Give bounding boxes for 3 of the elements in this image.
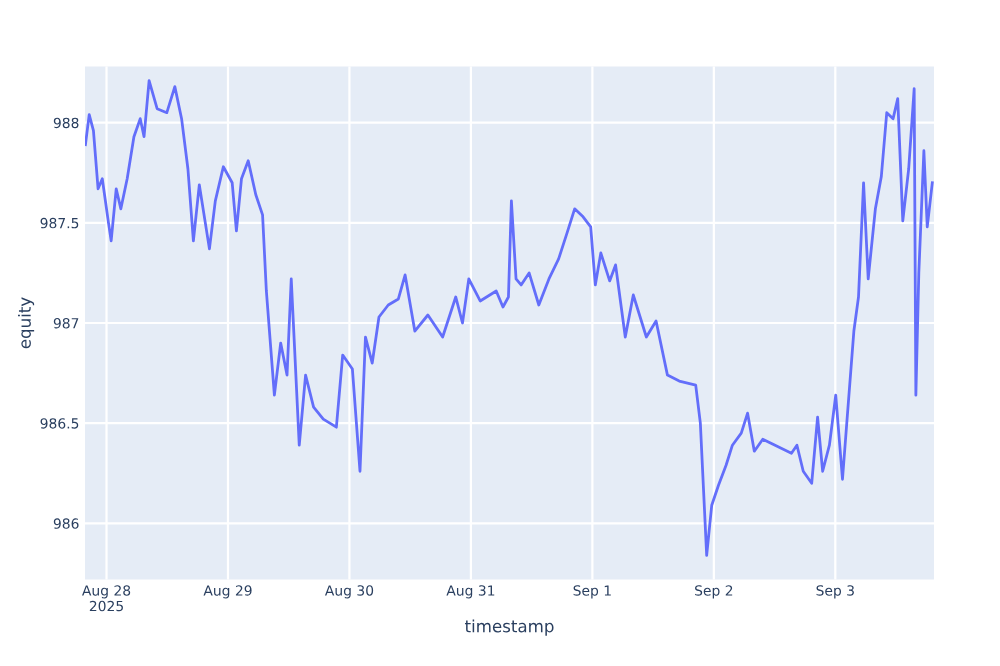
y-axis-title: equity bbox=[18, 297, 35, 349]
line-series bbox=[85, 79, 934, 557]
x-axis-title: timestamp bbox=[465, 619, 554, 636]
